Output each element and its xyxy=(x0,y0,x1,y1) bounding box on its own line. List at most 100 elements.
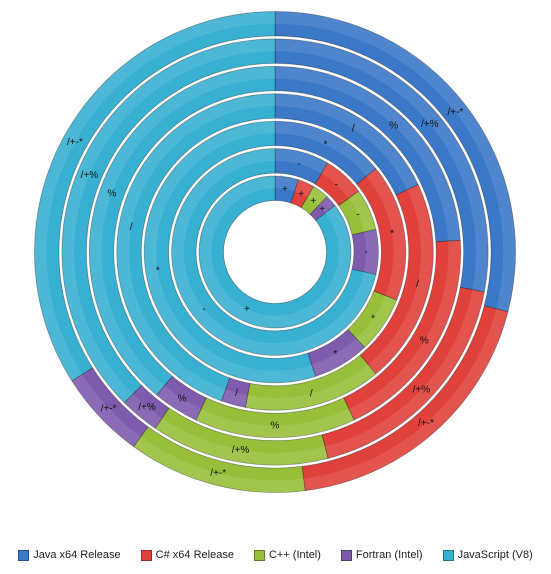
segment-c-intel-ring-1 xyxy=(300,186,328,216)
data-label: % xyxy=(107,188,116,199)
data-label: - xyxy=(335,180,338,191)
segment-highlight xyxy=(71,374,141,447)
segment-highlight xyxy=(324,289,485,459)
segment-highlight xyxy=(89,66,275,396)
segment-highlight xyxy=(363,229,379,275)
legend-swatch xyxy=(253,549,265,561)
legend: Java x64 Release C# x64 Release C++ (Intel… xyxy=(0,549,551,561)
data-label: / xyxy=(235,388,238,399)
segment-highlight xyxy=(221,389,248,408)
legend-label: JavaScript (V8) xyxy=(457,549,533,561)
segment-highlight xyxy=(348,191,376,233)
data-label: * xyxy=(324,140,328,151)
segment-javascript-v8-ring-4 xyxy=(116,93,276,402)
doughnut-chart: + ++++-----*****/////%%%%%/+%/+%/+%/+%/+%… xyxy=(34,11,516,493)
segment-highlight xyxy=(275,66,461,242)
data-label: / xyxy=(352,124,355,135)
segment-highlight xyxy=(307,186,327,206)
segment-java-x64-release-ring-5 xyxy=(274,65,461,243)
data-label: % xyxy=(178,393,187,404)
segment-highlight xyxy=(156,385,202,420)
data-label: * xyxy=(156,266,160,277)
data-label: % xyxy=(420,335,429,346)
legend-swatch xyxy=(340,549,352,561)
data-label: - xyxy=(364,247,367,258)
segment-highlight xyxy=(366,168,406,301)
segment-highlight xyxy=(275,176,299,192)
data-label: + xyxy=(310,196,316,207)
data-label: /+% xyxy=(138,402,156,413)
segment-java-x64-release-ring-1 xyxy=(274,175,299,204)
legend-label: Fortran (Intel) xyxy=(355,549,423,561)
segment-java-x64-release-ring-3 xyxy=(274,120,377,185)
data-label: + xyxy=(319,204,325,215)
segment-javascript-v8-ring-1 xyxy=(198,175,352,329)
segment-highlight xyxy=(311,338,365,377)
segment-java-x64-release-ring-4 xyxy=(274,93,419,196)
legend-item: C# x64 Release xyxy=(140,549,234,561)
segment-highlight xyxy=(195,408,355,438)
data-label: /+% xyxy=(413,384,431,395)
segment-javascript-v8-ring-7 xyxy=(34,11,276,382)
segment-highlight xyxy=(275,121,376,177)
segment-highlight xyxy=(124,394,163,429)
segment-highlight xyxy=(34,11,276,381)
segment-highlight xyxy=(155,418,328,466)
data-label: * xyxy=(390,228,394,239)
segment-javascript-v8-ring-3 xyxy=(143,120,316,384)
data-label: + xyxy=(282,184,288,195)
segment-highlight xyxy=(368,184,434,374)
segment-highlight xyxy=(318,196,335,213)
data-label: + xyxy=(244,304,250,315)
segment-c-intel-ring-4 xyxy=(244,354,377,411)
legend-label: C# x64 Release xyxy=(155,549,234,561)
segment-c-x64-release-ring-7 xyxy=(301,305,509,492)
data-label: - xyxy=(356,209,359,220)
data-label: /+% xyxy=(81,170,99,181)
data-label: /+-* xyxy=(447,107,463,118)
segment-fortran-intel-ring-5 xyxy=(156,375,207,421)
segment-highlight xyxy=(133,436,306,493)
legend-item: Java x64 Release xyxy=(18,549,121,561)
segment-c-x64-release-ring-5 xyxy=(343,239,462,421)
segment-javascript-v8-ring-5 xyxy=(88,65,276,396)
data-label: /+-* xyxy=(67,137,83,148)
segment-highlight xyxy=(245,364,376,411)
segment-highlight xyxy=(356,295,397,348)
segment-fortran-intel-ring-4 xyxy=(220,377,251,408)
data-label: - xyxy=(202,304,205,315)
data-label: + xyxy=(298,189,304,200)
data-label: / xyxy=(416,279,419,290)
segment-fortran-intel-ring-1 xyxy=(309,196,336,221)
data-label: /+% xyxy=(421,119,439,130)
legend-label: C++ (Intel) xyxy=(268,549,321,561)
data-label: /+-* xyxy=(418,418,434,429)
data-label: /+-* xyxy=(210,468,226,479)
legend-swatch xyxy=(140,549,152,561)
legend-item: JavaScript (V8) xyxy=(442,549,533,561)
segment-highlight xyxy=(61,38,276,403)
segment-highlight xyxy=(275,148,328,174)
data-label: / xyxy=(130,222,133,233)
segment-highlight xyxy=(275,93,419,190)
data-label: % xyxy=(271,420,280,431)
legend-swatch xyxy=(18,549,30,561)
data-label: - xyxy=(297,159,300,170)
data-label: * xyxy=(371,314,375,325)
segment-highlight xyxy=(348,240,461,420)
segment-javascript-v8-ring-6 xyxy=(61,38,276,404)
data-label: * xyxy=(333,349,337,360)
legend-item: C++ (Intel) xyxy=(253,549,321,561)
legend-label: Java x64 Release xyxy=(33,549,121,561)
segment-c-x64-release-ring-6 xyxy=(321,286,485,459)
legend-swatch xyxy=(442,549,454,561)
data-label: /+-* xyxy=(101,403,117,414)
segment-highlight xyxy=(321,163,359,199)
data-label: % xyxy=(389,121,398,132)
data-label: /+% xyxy=(232,445,250,456)
segment-c-intel-ring-2 xyxy=(338,190,377,236)
legend-item: Fortran (Intel) xyxy=(340,549,423,561)
data-label: / xyxy=(310,388,313,399)
segment-javascript-v8-ring-2 xyxy=(171,148,377,356)
